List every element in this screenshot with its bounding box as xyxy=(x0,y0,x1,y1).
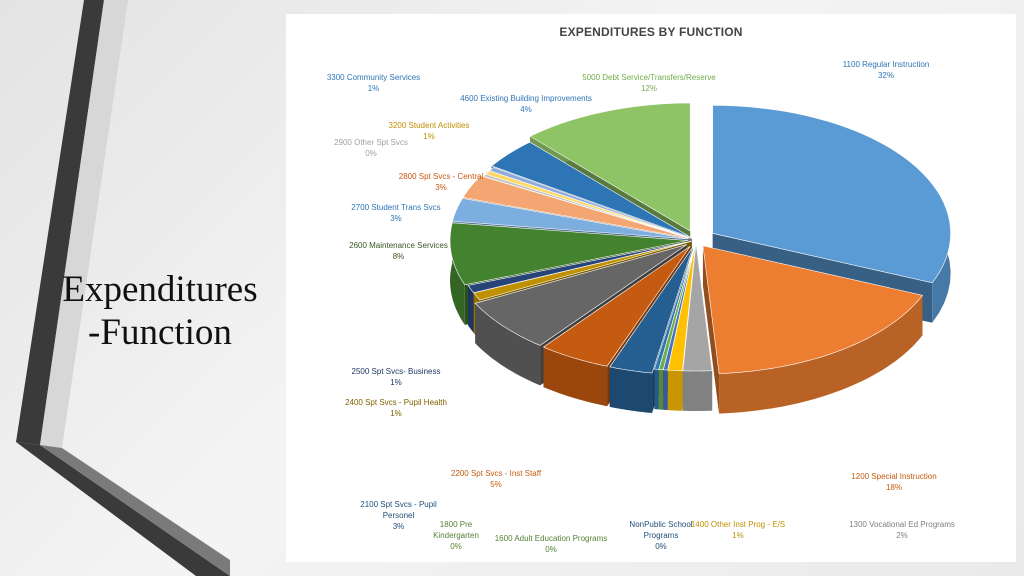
slice-label-percent: 1% xyxy=(367,84,380,93)
slice-label-percent: 1% xyxy=(390,409,402,418)
slice-label: 3300 Community Services 1% xyxy=(316,72,431,94)
slice-label-percent: 3% xyxy=(392,522,405,531)
pie-slice-rim xyxy=(682,370,713,411)
slice-label-percent: 1% xyxy=(423,132,435,141)
pie-slice xyxy=(609,246,694,374)
slice-label-name: 2700 Student Trans Svcs xyxy=(351,203,441,212)
slice-label-percent: 3% xyxy=(435,183,447,192)
pie-slice xyxy=(491,141,691,238)
slice-label-percent: 8% xyxy=(392,252,405,261)
pie-slice xyxy=(654,242,696,370)
slice-label: 2800 Spt Svcs - Central 3% xyxy=(376,171,506,193)
slice-label-name: 2400 Spt Svcs - Pupil Health xyxy=(345,398,447,407)
slice-label: NonPublic School Programs 0% xyxy=(616,519,706,552)
pie-chart xyxy=(449,102,951,414)
slice-label-name: 2500 Spt Svcs- Business xyxy=(351,367,441,376)
slice-label: 2900 Other Spt Svcs 0% xyxy=(316,137,426,159)
pie-slice xyxy=(473,241,692,301)
slice-label-name: 1200 Special Instruction xyxy=(851,472,937,481)
pie-slice-rim xyxy=(719,295,923,414)
slice-label: 2100 Spt Svcs - Pupil Personel 3% xyxy=(346,499,451,532)
slice-label-name: 3300 Community Services xyxy=(326,73,421,82)
pie-slice-rim xyxy=(475,303,541,386)
slice-label: 2200 Spt Svcs - Inst Staff 5% xyxy=(436,468,556,490)
slice-label-percent: 12% xyxy=(640,84,657,93)
slice-label-name: 2100 Spt Svcs - Pupil Personel xyxy=(360,500,437,520)
slice-label-percent: 1% xyxy=(732,531,744,540)
slide-title: Expenditures -Function xyxy=(40,268,280,354)
slice-label: 5000 Debt Service/Transfers/Reserve 12% xyxy=(564,72,734,94)
pie-slice-rim xyxy=(654,369,659,410)
pie-slice xyxy=(682,242,713,372)
pie-slice xyxy=(542,246,691,367)
slice-label: 3200 Student Activities 1% xyxy=(364,120,494,142)
pie-slice xyxy=(702,245,924,374)
pie-slice-rim xyxy=(468,285,474,333)
slice-label: 1400 Other Inst Prog - E/S 1% xyxy=(688,519,788,541)
pie-slice-rim xyxy=(667,370,683,411)
slice-label: 2700 Student Trans Svcs 3% xyxy=(341,202,451,224)
slice-label: 1800 Pre Kindergarten 0% xyxy=(416,519,496,552)
slice-label-name: 1100 Regular Instruction xyxy=(842,60,930,69)
pie-slice xyxy=(712,105,951,284)
pie-slice-rim xyxy=(450,222,465,325)
slice-label-name: 3200 Student Activities xyxy=(388,121,470,130)
pie-slice xyxy=(489,167,692,239)
slice-label: 2500 Spt Svcs- Business 1% xyxy=(346,366,446,388)
pie-slice-rim xyxy=(663,369,668,411)
slice-label-percent: 18% xyxy=(885,483,902,492)
slice-label-name: 2600 Maintenance Services xyxy=(349,241,448,250)
pie-slice xyxy=(485,170,692,239)
slice-label-name: 2200 Spt Svcs - Inst Staff xyxy=(450,469,542,478)
slice-label-name: 2800 Spt Svcs - Central xyxy=(398,172,484,181)
slice-label-percent: 2% xyxy=(896,531,908,540)
slice-label-percent: 0% xyxy=(545,545,557,554)
slice-label-name: 2900 Other Spt Svcs xyxy=(334,138,408,147)
pie-slice xyxy=(529,102,691,232)
slice-label-percent: 3% xyxy=(390,214,402,223)
slice-label-name: 1800 Pre Kindergarten xyxy=(433,520,479,540)
slice-label: 4600 Existing Building Improvements 4% xyxy=(446,93,606,115)
slice-label-name: 5000 Debt Service/Transfers/Reserve xyxy=(582,73,716,82)
slide-title-line1: Expenditures xyxy=(62,269,258,310)
slice-label-percent: 4% xyxy=(520,105,532,114)
slice-label: 1200 Special Instruction 18% xyxy=(834,471,954,493)
pie-slice-wall xyxy=(702,245,720,414)
slice-label-name: 1600 Adult Education Programs xyxy=(494,534,608,543)
slice-label-name: 4600 Existing Building Improvements xyxy=(460,94,592,103)
pie-slice-rim xyxy=(543,347,608,407)
slice-label: 1600 Adult Education Programs 0% xyxy=(486,533,616,555)
slice-label: 2400 Spt Svcs - Pupil Health 1% xyxy=(326,397,466,419)
chart-panel: EXPENDITURES BY FUNCTION 1100 Regular In… xyxy=(286,14,1016,562)
slice-label-percent: 0% xyxy=(365,149,377,158)
slice-label-percent: 0% xyxy=(655,542,667,551)
slice-label-percent: 1% xyxy=(390,378,402,387)
chart-title: EXPENDITURES BY FUNCTION xyxy=(559,25,743,39)
pie-slice-rim xyxy=(609,366,653,414)
slice-label: 1100 Regular Instruction 32% xyxy=(826,59,946,81)
pie-slice xyxy=(449,222,689,286)
slice-label-percent: 32% xyxy=(877,71,894,80)
slide-title-line2: -Function xyxy=(88,312,232,353)
slice-label-percent: 5% xyxy=(490,480,502,489)
pie-slice xyxy=(474,244,687,346)
pie-slice xyxy=(462,175,689,239)
slice-label-name: 1300 Vocational Ed Programs xyxy=(849,520,955,529)
slide-decoration xyxy=(16,0,230,576)
slice-label-name: 1400 Other Inst Prog - E/S xyxy=(690,520,786,529)
pie-slice xyxy=(452,197,689,240)
slice-label-percent: 0% xyxy=(450,542,462,551)
slice-label: 2600 Maintenance Services 8% xyxy=(336,240,461,262)
pie-slice-rim xyxy=(658,369,664,410)
slice-label-name: NonPublic School Programs xyxy=(629,520,693,540)
slice-label: 1300 Vocational Ed Programs 2% xyxy=(842,519,962,541)
pie-slice xyxy=(467,240,692,294)
